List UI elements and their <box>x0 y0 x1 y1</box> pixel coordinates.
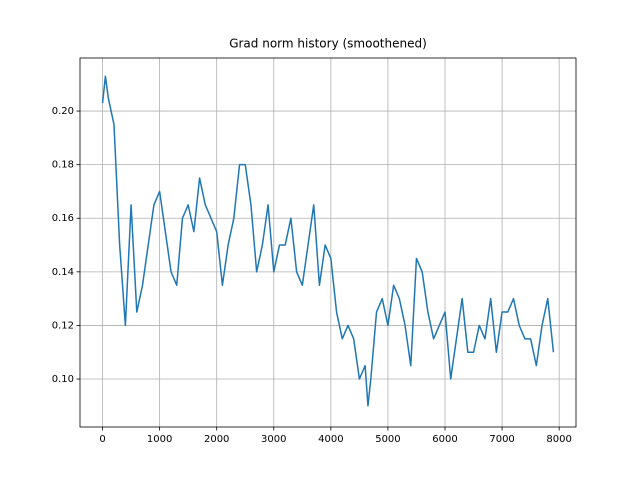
x-tick-label: 1000 <box>147 434 172 445</box>
y-tick-label: 0.18 <box>52 160 74 171</box>
y-tick-label: 0.10 <box>52 374 74 385</box>
x-tick-label: 2000 <box>204 434 229 445</box>
line <box>101 75 555 407</box>
chart-title: Grad norm history (smoothened) <box>229 37 427 51</box>
plot-frame <box>79 57 577 428</box>
x-tick-label: 4000 <box>318 434 343 445</box>
x-tick-label: 8000 <box>546 434 571 445</box>
x-tick-label: 5000 <box>375 434 400 445</box>
x-tick-label: 3000 <box>261 434 286 445</box>
x-tick-label: 0 <box>99 434 105 445</box>
y-tick-label: 0.16 <box>52 213 74 224</box>
y-tick-label: 0.12 <box>52 320 74 331</box>
x-tick-label: 7000 <box>489 434 514 445</box>
y-tick-label: 0.20 <box>52 106 74 117</box>
y-tick-label: 0.14 <box>52 267 74 278</box>
x-tick-label: 6000 <box>432 434 457 445</box>
